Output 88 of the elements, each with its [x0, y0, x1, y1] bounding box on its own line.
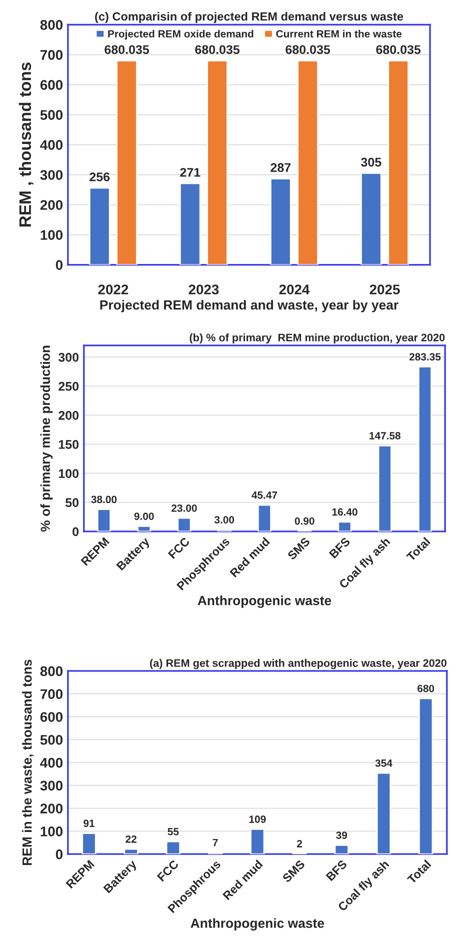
- y-tick-label: 500: [40, 110, 63, 120]
- bar: [376, 772, 392, 854]
- data-label: 256: [90, 172, 110, 182]
- data-label: 680.035: [104, 45, 150, 54]
- data-label: 287: [270, 163, 291, 172]
- y-tick-label: 0: [56, 849, 63, 860]
- y-tick-label: 800: [40, 20, 63, 30]
- x-axis-title: Projected REM demand and waste, year by year: [100, 300, 398, 312]
- bar: [418, 698, 434, 854]
- bar: [82, 832, 96, 854]
- y-tick-label: 400: [40, 140, 63, 150]
- y-axis-title: REM in the waste, thousand tons: [22, 660, 34, 865]
- y-tick-label: 100: [58, 469, 79, 478]
- data-label: 680: [418, 684, 434, 692]
- x-axis-title: Anthropogenic waste: [198, 596, 332, 608]
- data-label: 147.58: [370, 432, 400, 440]
- y-tick-label: 700: [40, 50, 63, 60]
- x-axis-title: Anthropogenic waste: [190, 918, 324, 931]
- data-label: 45.47: [252, 492, 278, 499]
- data-label: 283.35: [409, 353, 441, 361]
- legend-label: Current REM in the waste: [276, 30, 402, 38]
- data-label: 38.00: [91, 496, 117, 504]
- chart-title: (b) % of primary REM mine production, year 2020: [190, 333, 445, 344]
- x-tick-label: 2022: [98, 284, 128, 294]
- data-label: 23.00: [172, 504, 197, 512]
- y-tick-label: 400: [40, 758, 63, 768]
- data-label: 109: [249, 816, 266, 823]
- y-tick-label: 0: [56, 260, 63, 270]
- y-axis-title: % of primary mine production: [40, 346, 53, 532]
- bar: [206, 60, 228, 265]
- y-tick-label: 200: [58, 410, 79, 420]
- bar: [334, 844, 349, 854]
- chart-title: (c) Comparisin of projected REM demand versus waste: [95, 12, 404, 23]
- data-label: 354: [375, 759, 392, 767]
- data-label: 0.90: [294, 517, 314, 525]
- data-label: 3.00: [214, 516, 234, 524]
- data-label: 16.40: [332, 508, 358, 516]
- x-tick-label: 2025: [370, 284, 400, 294]
- bar: [360, 172, 382, 265]
- data-label: 39: [336, 832, 348, 839]
- y-tick-label: 0: [72, 527, 79, 536]
- bar: [137, 526, 152, 532]
- y-tick-label: 150: [58, 440, 79, 449]
- y-tick-label: 100: [40, 230, 63, 240]
- y-tick-label: 300: [58, 352, 79, 362]
- y-tick-label: 50: [66, 498, 79, 508]
- x-tick-label: 2024: [279, 284, 310, 294]
- chart-title: (a) REM get scrapped with anthepogenic waste, year 2020: [150, 658, 446, 670]
- bar: [179, 182, 201, 265]
- bar: [177, 517, 192, 532]
- y-axis-title: REM , thousand tons: [18, 62, 34, 226]
- bar: [388, 60, 409, 265]
- legend-label: Projected REM oxide demand: [108, 30, 254, 40]
- y-tick-label: 200: [40, 804, 63, 814]
- bar: [297, 60, 318, 265]
- y-tick-label: 600: [40, 80, 63, 90]
- data-label: 91: [84, 820, 94, 828]
- bar: [116, 60, 138, 265]
- y-tick-label: 300: [40, 170, 63, 180]
- y-tick-label: 250: [58, 382, 79, 391]
- data-label: 305: [361, 158, 382, 167]
- bar: [88, 187, 110, 265]
- y-tick-label: 600: [40, 712, 63, 722]
- bar: [166, 840, 181, 854]
- data-label: 55: [168, 828, 179, 836]
- bar: [250, 828, 265, 854]
- bar: [378, 444, 392, 532]
- x-tick-label: 2023: [188, 284, 219, 294]
- y-tick-label: 300: [40, 780, 63, 791]
- bar: [338, 521, 352, 532]
- bar: [124, 848, 138, 854]
- bar: [257, 504, 272, 532]
- y-tick-label: 100: [40, 826, 63, 836]
- bar: [270, 178, 292, 265]
- bar: [418, 366, 432, 532]
- y-tick-label: 700: [40, 689, 63, 700]
- data-label: 680.035: [195, 45, 240, 54]
- bar: [96, 508, 111, 532]
- y-tick-label: 500: [40, 734, 63, 745]
- data-label: 22: [126, 835, 136, 843]
- data-label: 680.035: [376, 45, 421, 54]
- y-tick-label: 800: [40, 666, 63, 676]
- data-label: 9.00: [134, 512, 154, 520]
- data-label: 7: [212, 839, 218, 846]
- data-label: 680.035: [286, 45, 330, 54]
- data-label: 271: [180, 168, 200, 177]
- y-tick-label: 200: [40, 200, 63, 210]
- data-label: 2: [296, 840, 302, 848]
